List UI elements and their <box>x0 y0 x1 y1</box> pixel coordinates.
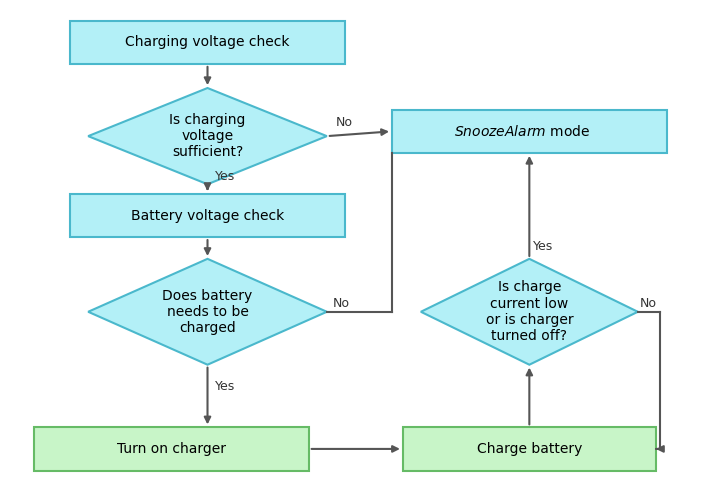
Polygon shape <box>88 259 327 365</box>
Text: Turn on charger: Turn on charger <box>117 442 226 456</box>
FancyBboxPatch shape <box>392 110 666 153</box>
Text: Is charging
voltage
sufficient?: Is charging voltage sufficient? <box>169 113 245 159</box>
FancyBboxPatch shape <box>403 427 656 470</box>
Text: $\it{SnoozeAlarm}$ mode: $\it{SnoozeAlarm}$ mode <box>454 124 590 139</box>
Text: Yes: Yes <box>215 380 235 393</box>
Text: Battery voltage check: Battery voltage check <box>131 209 284 223</box>
Text: No: No <box>333 297 350 310</box>
Text: Yes: Yes <box>533 241 553 253</box>
Text: No: No <box>335 116 353 129</box>
FancyBboxPatch shape <box>70 194 345 237</box>
Text: Is charge
current low
or is charger
turned off?: Is charge current low or is charger turn… <box>486 280 573 343</box>
FancyBboxPatch shape <box>70 21 345 64</box>
Text: No: No <box>640 297 657 310</box>
Text: Yes: Yes <box>215 170 235 183</box>
Polygon shape <box>88 88 327 184</box>
Text: Charge battery: Charge battery <box>477 442 582 456</box>
FancyBboxPatch shape <box>34 427 309 470</box>
Polygon shape <box>421 259 638 365</box>
Text: Charging voltage check: Charging voltage check <box>126 35 290 49</box>
Text: Does battery
needs to be
charged: Does battery needs to be charged <box>163 288 253 335</box>
